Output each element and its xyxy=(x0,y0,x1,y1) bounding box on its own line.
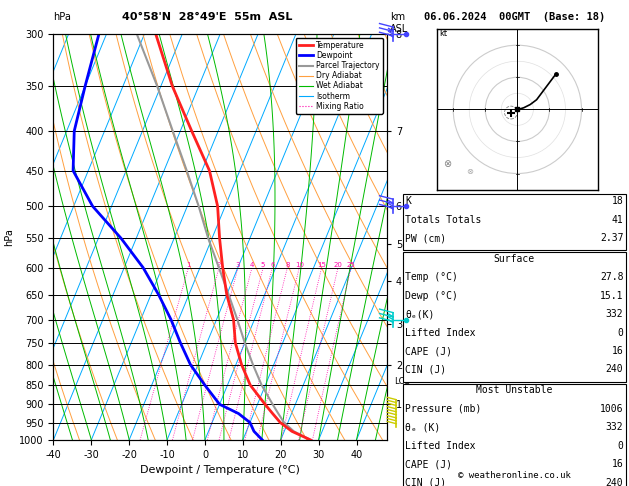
Text: 1: 1 xyxy=(186,261,191,268)
Text: Pressure (mb): Pressure (mb) xyxy=(405,404,481,414)
Text: ⊗: ⊗ xyxy=(443,159,451,169)
Text: Totals Totals: Totals Totals xyxy=(405,215,481,225)
Y-axis label: hPa: hPa xyxy=(4,228,14,246)
Text: 2: 2 xyxy=(217,261,221,268)
Text: 8: 8 xyxy=(285,261,289,268)
Text: PW (cm): PW (cm) xyxy=(405,233,446,243)
Text: 16: 16 xyxy=(611,459,623,469)
Text: hPa: hPa xyxy=(53,12,71,22)
Text: CIN (J): CIN (J) xyxy=(405,364,446,375)
X-axis label: Dewpoint / Temperature (°C): Dewpoint / Temperature (°C) xyxy=(140,465,300,475)
Text: 240: 240 xyxy=(606,364,623,375)
Text: 41: 41 xyxy=(611,215,623,225)
Text: 10: 10 xyxy=(295,261,304,268)
Text: CAPE (J): CAPE (J) xyxy=(405,459,452,469)
Text: ⊗: ⊗ xyxy=(465,167,473,175)
Text: 16: 16 xyxy=(611,346,623,356)
Text: 332: 332 xyxy=(606,422,623,433)
Text: θₑ (K): θₑ (K) xyxy=(405,422,440,433)
Text: Surface: Surface xyxy=(494,254,535,264)
Text: 2.37: 2.37 xyxy=(600,233,623,243)
Text: CIN (J): CIN (J) xyxy=(405,478,446,486)
Text: 18: 18 xyxy=(611,196,623,207)
Text: 4: 4 xyxy=(250,261,254,268)
Text: 06.06.2024  00GMT  (Base: 18): 06.06.2024 00GMT (Base: 18) xyxy=(423,12,605,22)
Text: 240: 240 xyxy=(606,478,623,486)
Text: © weatheronline.co.uk: © weatheronline.co.uk xyxy=(458,471,571,480)
Text: Most Unstable: Most Unstable xyxy=(476,385,552,396)
Legend: Temperature, Dewpoint, Parcel Trajectory, Dry Adiabat, Wet Adiabat, Isotherm, Mi: Temperature, Dewpoint, Parcel Trajectory… xyxy=(296,38,383,114)
Text: 1006: 1006 xyxy=(600,404,623,414)
Text: 0: 0 xyxy=(618,328,623,338)
Text: 20: 20 xyxy=(333,261,342,268)
Text: km
ASL: km ASL xyxy=(390,12,408,34)
Text: Dewp (°C): Dewp (°C) xyxy=(405,291,458,301)
Text: Temp (°C): Temp (°C) xyxy=(405,272,458,282)
Text: 27.8: 27.8 xyxy=(600,272,623,282)
Text: 15: 15 xyxy=(317,261,326,268)
Text: CAPE (J): CAPE (J) xyxy=(405,346,452,356)
Text: 15.1: 15.1 xyxy=(600,291,623,301)
Text: 25: 25 xyxy=(347,261,355,268)
Text: K: K xyxy=(405,196,411,207)
Text: LCL: LCL xyxy=(394,377,409,385)
Text: 6: 6 xyxy=(270,261,275,268)
Text: 5: 5 xyxy=(261,261,265,268)
Text: θₑ(K): θₑ(K) xyxy=(405,309,435,319)
Text: kt: kt xyxy=(439,29,447,37)
Text: 0: 0 xyxy=(618,441,623,451)
Text: Lifted Index: Lifted Index xyxy=(405,441,476,451)
Text: Lifted Index: Lifted Index xyxy=(405,328,476,338)
Text: 3: 3 xyxy=(236,261,240,268)
Text: 40°58'N  28°49'E  55m  ASL: 40°58'N 28°49'E 55m ASL xyxy=(123,12,292,22)
Text: 332: 332 xyxy=(606,309,623,319)
